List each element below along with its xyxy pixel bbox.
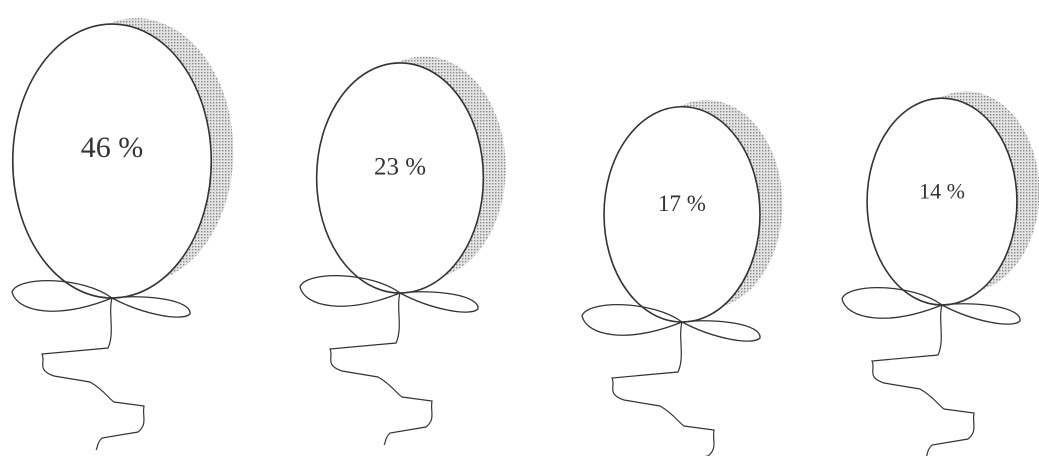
balloon-string [612,322,714,456]
balloon: 17 % [582,100,782,456]
chart: 46 % 23 % 17 % 14 % [0,0,1039,456]
value-label: 23 % [374,153,426,180]
value-label: 17 % [658,191,706,216]
balloon-string [872,305,974,456]
balloon: 14 % [842,91,1039,456]
balloon: 23 % [300,56,506,445]
value-label: 14 % [919,178,965,203]
balloon-string [330,293,432,445]
balloon: 46 % [12,18,233,450]
balloon-string [42,298,144,450]
value-label: 46 % [81,131,144,164]
